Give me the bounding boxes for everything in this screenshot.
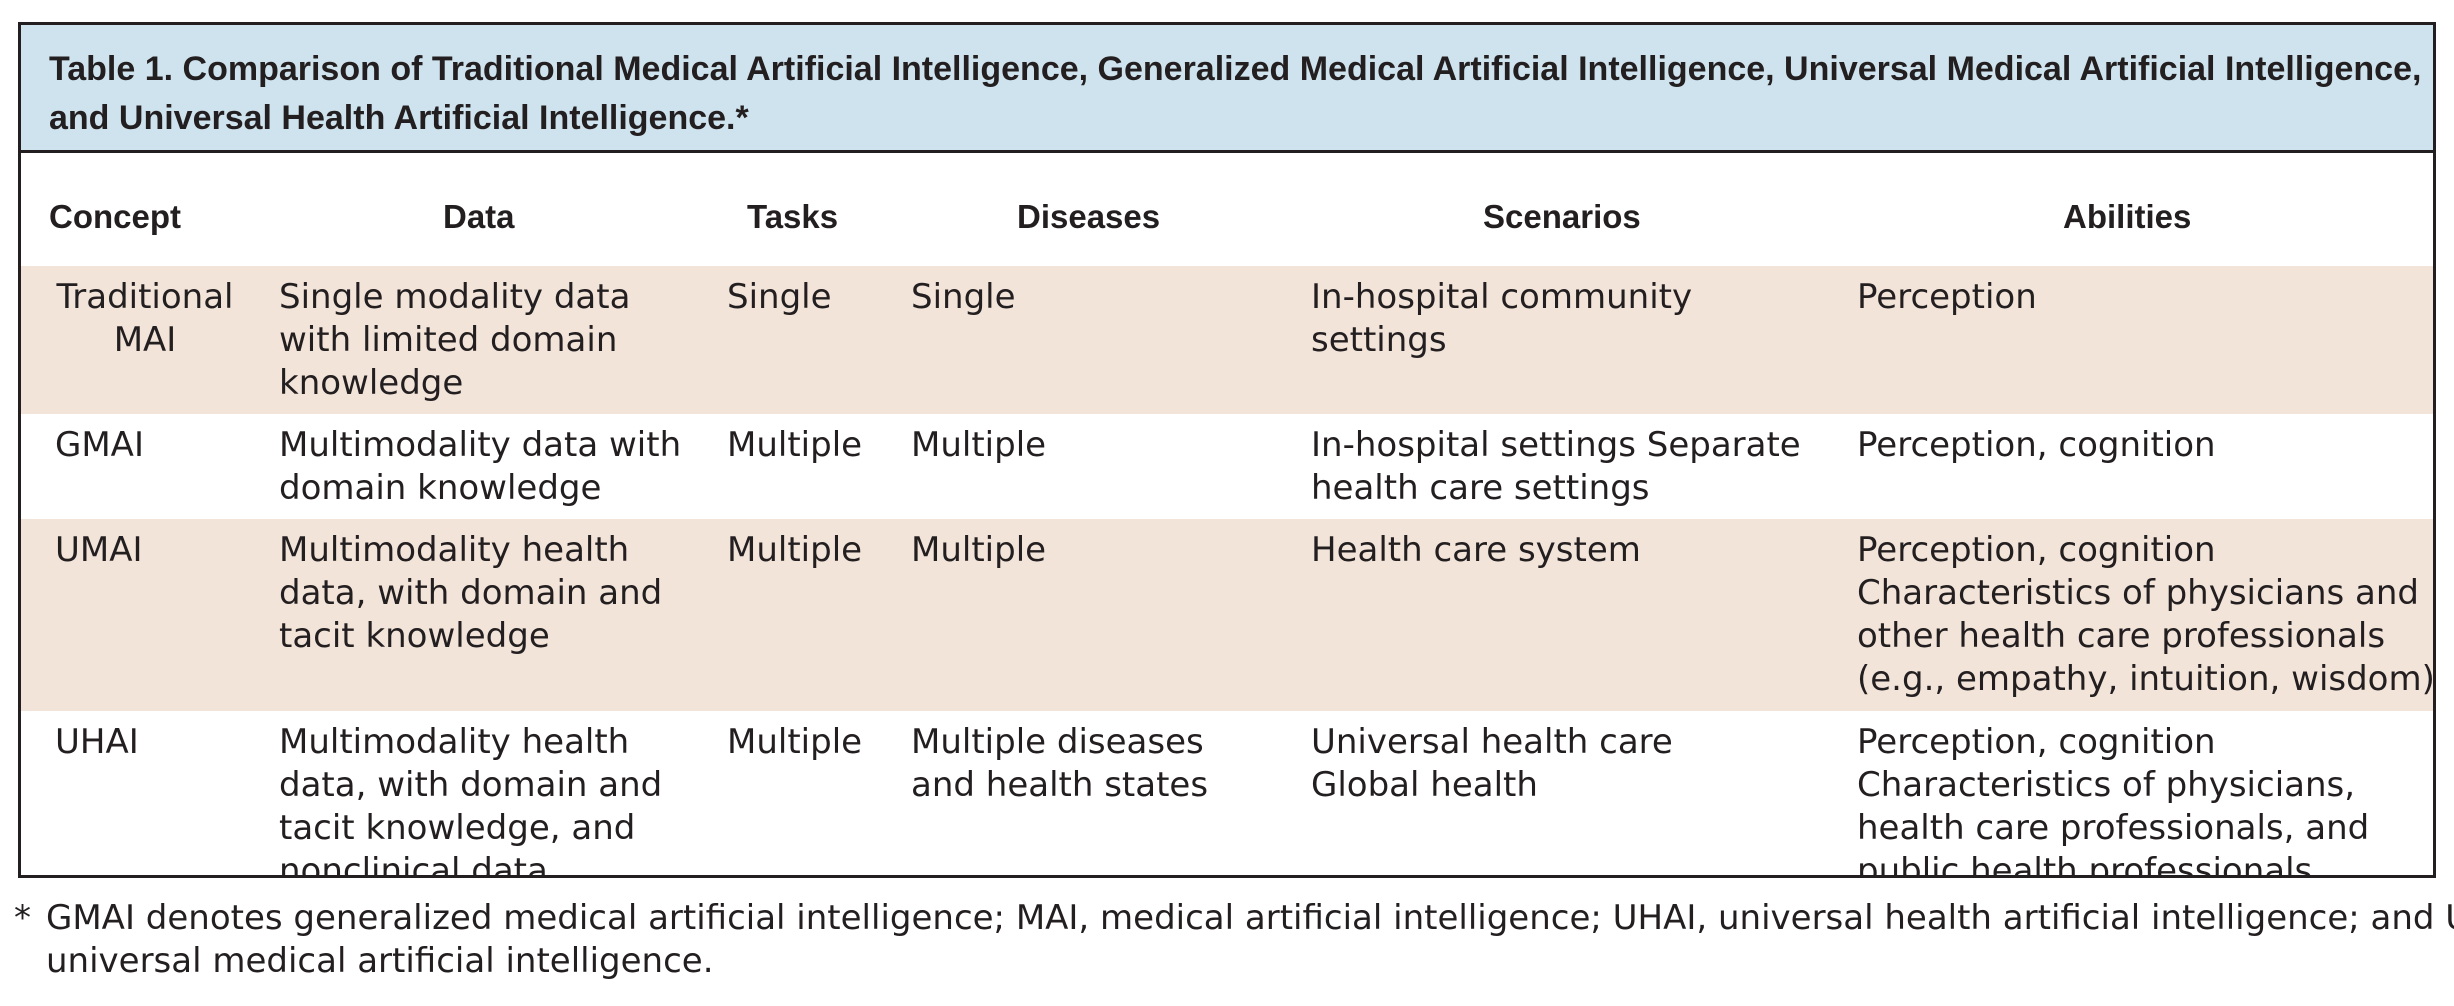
header-tasks: Tasks — [747, 198, 839, 235]
cell-abilities: Perception, cognition Characteristics of… — [1857, 530, 2435, 699]
comparison-table: Table 1. Comparison of Traditional Medic… — [18, 22, 2436, 878]
cell-scenarios: Universal health care Global health — [1311, 722, 1673, 805]
header-scenarios: Scenarios — [1483, 198, 1641, 235]
footnote-marker: * — [14, 898, 31, 938]
caption-line: Table 1. Comparison of Traditional Medic… — [49, 50, 2422, 88]
cell-data: Multimodality health data, with domain a… — [279, 530, 663, 656]
header-concept: Concept — [49, 198, 181, 235]
cell-diseases: Multiple diseases and health states — [911, 722, 1209, 805]
cell-abilities: Perception — [1857, 277, 2037, 317]
header-abilities: Abilities — [2063, 198, 2192, 235]
cell-concept: UHAI — [55, 722, 139, 762]
cell-tasks: Multiple — [727, 425, 863, 465]
cell-diseases: Single — [911, 277, 1016, 317]
header-data: Data — [443, 198, 515, 235]
cell-data: Multimodality data with domain knowledge — [279, 425, 682, 508]
header-diseases: Diseases — [1017, 198, 1161, 235]
table-row-gmai: GMAI Multimodality data with domain know… — [21, 414, 2433, 519]
cell-concept: UMAI — [55, 530, 143, 570]
cell-diseases: Multiple — [911, 530, 1047, 570]
cell-diseases: Multiple — [911, 425, 1047, 465]
table-caption: Table 1. Comparison of Traditional Medic… — [21, 25, 2433, 153]
table-row-traditional-mai: Traditional MAI Single modality data wit… — [21, 266, 2433, 414]
cell-data: Multimodality health data, with domain a… — [279, 722, 663, 878]
table-row-uhai: UHAI Multimodality health data, with dom… — [21, 711, 2433, 878]
cell-abilities: Perception, cognition Characteristics of… — [1857, 722, 2370, 878]
cell-scenarios: Health care system — [1311, 530, 1641, 570]
cell-tasks: Multiple — [727, 530, 863, 570]
cell-data: Single modality data with limited domain… — [279, 277, 631, 403]
caption-line: and Universal Health Artificial Intellig… — [49, 99, 749, 137]
cell-concept: GMAI — [55, 425, 144, 465]
footnote-text: GMAI denotes generalized medical artific… — [46, 898, 2454, 981]
cell-tasks: Single — [727, 277, 832, 317]
cell-abilities: Perception, cognition — [1857, 425, 2216, 465]
table-header-row: Concept Data Tasks Diseases Scenarios Ab… — [21, 150, 2433, 266]
cell-scenarios: In-hospital settings Separate health car… — [1311, 425, 1801, 508]
cell-concept: Traditional MAI — [56, 277, 234, 360]
cell-scenarios: In-hospital community settings — [1311, 277, 1693, 360]
table-row-umai: UMAI Multimodality health data, with dom… — [21, 519, 2433, 711]
cell-tasks: Multiple — [727, 722, 863, 762]
